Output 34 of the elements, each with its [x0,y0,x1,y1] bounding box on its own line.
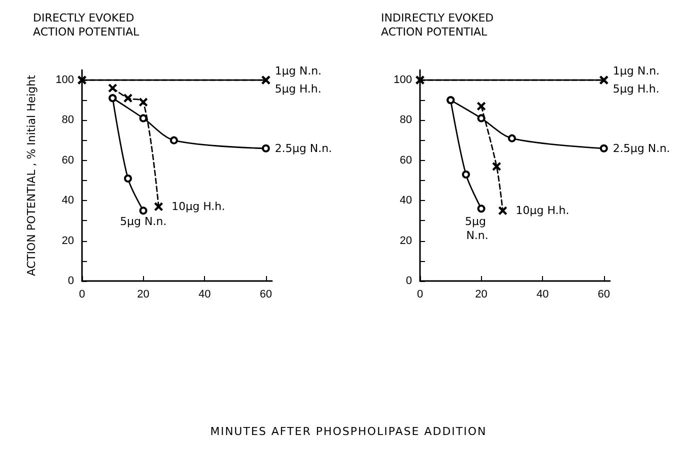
x-tick-label: 40 [536,288,549,300]
y-tick-label: 80 [62,114,74,126]
y-axis-title: ACTION POTENTIAL , % Initial Height [25,74,38,276]
x-tick-label: 0 [416,288,424,300]
x-axis-title: MINUTES AFTER PHOSPHOLIPASE ADDITION [209,425,488,438]
series-label: 2.5μg N.n. [612,142,670,155]
y-tick-label: 80 [400,114,412,126]
y-tick-label: 40 [62,194,74,207]
y-tick-label: 100 [56,74,74,86]
x-tick-label: 60 [260,288,272,300]
series-label: 5μg H.h. [274,82,322,96]
y-tick-label: 100 [394,74,412,86]
series-label: 5μg N.n. [120,215,167,228]
series-label: 5μg H.h. [612,82,660,96]
y-tick-label: 40 [400,194,412,207]
y-tick-label: 20 [62,234,74,247]
series-label: 1μg N.n. [612,64,660,78]
chart-title: DIRECTLY EVOKED ACTION POTENTIAL [33,12,140,38]
chart-title: INDIRECTLY EVOKED ACTION POTENTIAL [381,12,494,38]
series-label: 1μg N.n. [274,64,322,78]
y-tick-label: 60 [400,154,412,166]
y-tick-label: 60 [62,154,74,166]
y-tick-label: 20 [400,234,412,247]
x-tick-label: 60 [598,288,610,300]
x-tick-label: 40 [198,288,211,300]
x-tick-label: 20 [475,288,488,300]
x-tick-label: 0 [78,288,86,300]
series-label: 10μg H.h. [516,204,570,218]
series-label: 10μg H.h. [172,200,226,214]
x-tick-label: 20 [137,288,150,300]
series-label: 2.5μg N.n. [274,142,332,155]
y-tick-label: 0 [68,275,74,287]
y-tick-label: 0 [406,275,412,287]
series-label: 5μg N.n. [465,215,490,242]
